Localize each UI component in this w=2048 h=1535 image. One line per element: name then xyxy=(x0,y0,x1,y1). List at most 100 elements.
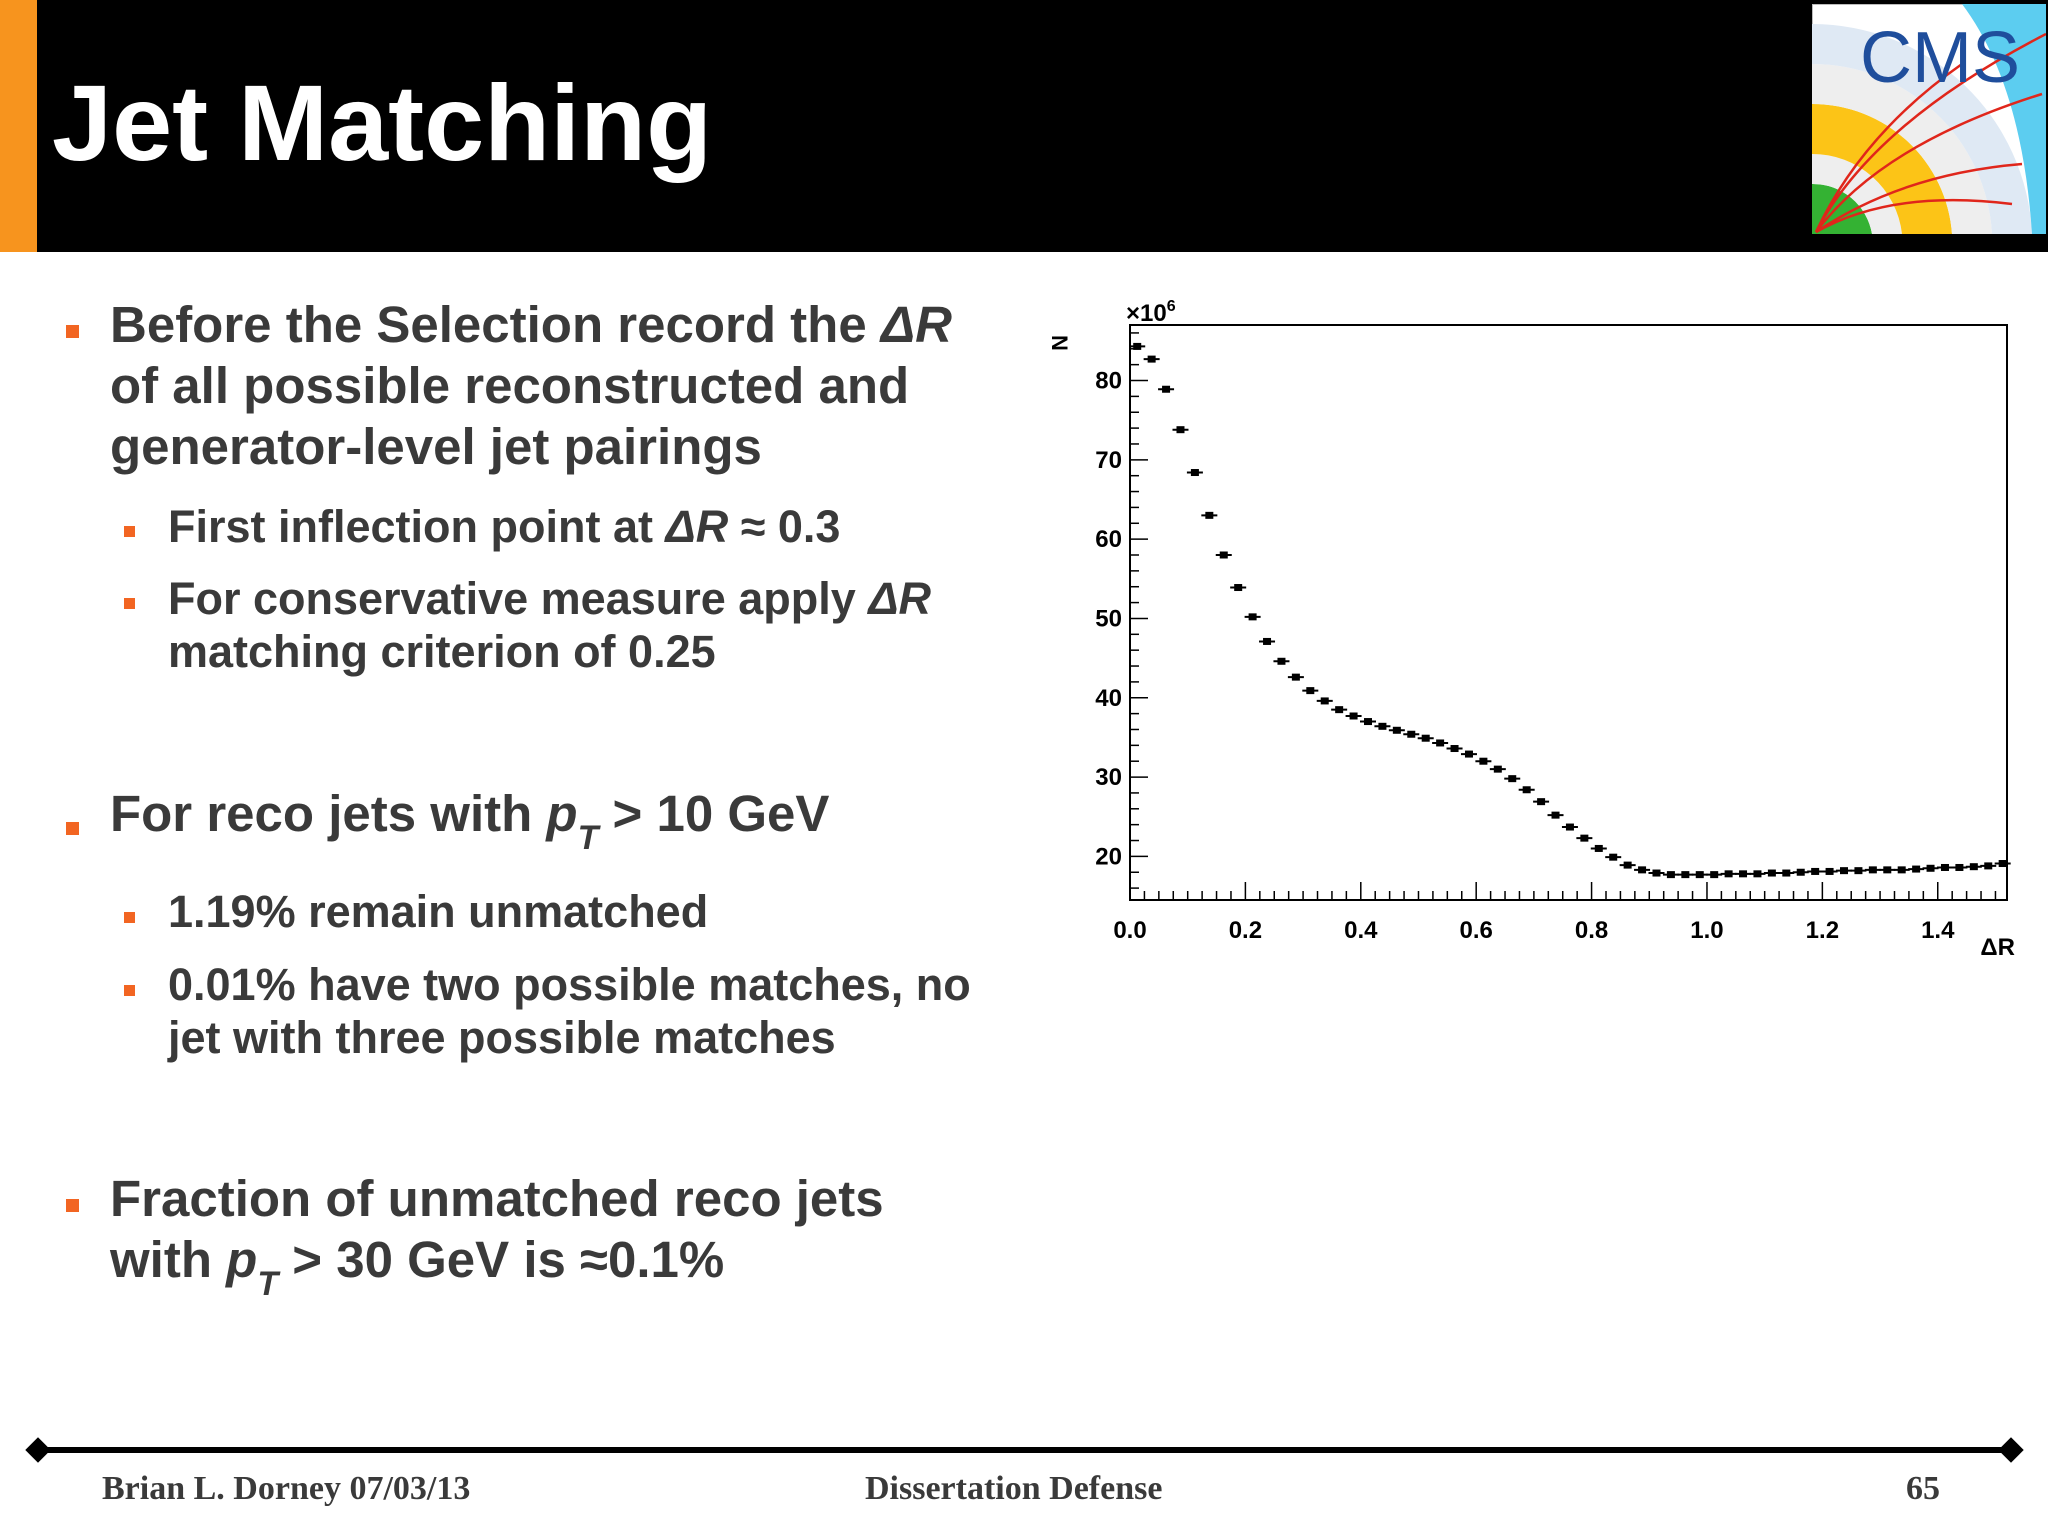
y-multiplier-base: ×10 xyxy=(1126,300,1167,327)
data-point xyxy=(1345,712,1362,720)
data-point-marker xyxy=(1984,862,1993,870)
data-point-marker xyxy=(1681,871,1690,879)
data-point-marker xyxy=(1926,864,1935,872)
data-point-marker xyxy=(1493,765,1502,773)
data-point xyxy=(1908,865,1925,873)
bullet-3-text: with xyxy=(110,1231,227,1288)
data-point-marker xyxy=(1537,798,1546,806)
data-point-marker xyxy=(1940,863,1949,871)
data-point-marker xyxy=(1854,867,1863,875)
bullet-marker xyxy=(66,325,79,338)
data-point-marker xyxy=(1565,823,1574,831)
bullet-3-line-1: Fraction of unmatched reco jets xyxy=(110,1170,884,1227)
sub-bullet-4-line-1: 0.01% have two possible matches, no xyxy=(168,959,971,1010)
data-point xyxy=(1720,870,1737,878)
data-point xyxy=(1893,866,1910,874)
data-point xyxy=(1360,718,1377,726)
bullet-1-line-2: of all possible reconstructed and xyxy=(110,357,910,414)
data-point-marker xyxy=(1147,355,1156,363)
data-point xyxy=(1504,775,1521,783)
bullet-3-value: > 30 GeV is ≈0.1% xyxy=(278,1231,725,1288)
data-point-marker xyxy=(1364,718,1373,726)
slide-header xyxy=(0,0,2048,252)
bullet-marker xyxy=(66,822,79,835)
data-point-marker xyxy=(1508,775,1517,783)
data-point-marker xyxy=(1767,869,1776,877)
data-point xyxy=(1749,870,1766,878)
data-point-marker xyxy=(1436,739,1445,747)
data-point-marker xyxy=(1955,863,1964,871)
data-point xyxy=(1778,869,1795,877)
data-point xyxy=(1446,745,1463,753)
data-point-marker xyxy=(1421,734,1430,742)
data-point xyxy=(1331,706,1348,714)
sub-bullet-1-text: First inflection point at xyxy=(168,501,666,552)
data-point-marker xyxy=(1205,511,1214,519)
data-point xyxy=(1792,868,1809,876)
y-tick-label: 70 xyxy=(1095,447,1122,474)
data-point-marker xyxy=(1897,866,1906,874)
data-point-marker xyxy=(1868,866,1877,874)
data-point xyxy=(1432,739,1449,747)
data-point xyxy=(1706,871,1723,879)
data-point xyxy=(1994,860,2011,868)
data-point xyxy=(1735,870,1752,878)
data-point xyxy=(1590,844,1607,852)
data-point-marker xyxy=(1739,870,1748,878)
y-tick-label: 40 xyxy=(1095,685,1122,712)
data-point-marker xyxy=(1912,865,1921,873)
data-point-marker xyxy=(1840,867,1849,875)
data-point-marker xyxy=(1407,730,1416,738)
y-tick-label: 60 xyxy=(1095,526,1122,553)
data-point-marker xyxy=(1998,860,2007,868)
pt-subscript: T xyxy=(257,1265,279,1303)
data-point xyxy=(1619,861,1636,869)
y-axis-label: N xyxy=(1047,335,1072,351)
data-point xyxy=(1547,811,1564,819)
data-point xyxy=(1230,584,1247,592)
bullet-3-line-2: with pT > 30 GeV is ≈0.1% xyxy=(110,1229,724,1315)
data-point xyxy=(1677,871,1694,879)
data-point-marker xyxy=(1349,712,1358,720)
x-tick-label: 1.0 xyxy=(1690,917,1723,944)
data-point xyxy=(1662,871,1679,879)
x-tick-label: 0.6 xyxy=(1459,917,1492,944)
y-multiplier-exponent: 6 xyxy=(1167,298,1176,315)
data-point-marker xyxy=(1883,866,1892,874)
data-point-marker xyxy=(1551,811,1560,819)
data-point-marker xyxy=(1176,426,1185,434)
data-point-marker xyxy=(1753,870,1762,878)
data-point xyxy=(1518,786,1535,794)
data-point xyxy=(1648,869,1665,877)
data-point xyxy=(1951,863,1968,871)
data-point-marker xyxy=(1638,866,1647,874)
data-point xyxy=(1634,866,1651,874)
sub-bullet-1-value: ≈ 0.3 xyxy=(728,501,841,552)
data-point-marker xyxy=(1378,722,1387,730)
x-axis-label: ΔR xyxy=(1980,934,2015,961)
data-point-marker xyxy=(1825,867,1834,875)
data-point xyxy=(1821,867,1838,875)
data-point xyxy=(1374,722,1391,730)
data-point xyxy=(1475,757,1492,765)
data-point-marker xyxy=(1652,869,1661,877)
cms-logo: CMS xyxy=(1812,4,2046,234)
header-accent-bar xyxy=(0,0,37,252)
footer-event: Dissertation Defense xyxy=(865,1470,1163,1507)
data-point xyxy=(1980,862,1997,870)
x-tick-label: 0.8 xyxy=(1575,917,1608,944)
data-point-marker xyxy=(1782,869,1791,877)
data-point xyxy=(1605,853,1622,861)
slide-title: Jet Matching xyxy=(52,62,713,183)
pt-subscript: T xyxy=(577,819,599,857)
data-point xyxy=(1143,355,1160,363)
data-point xyxy=(1836,867,1853,875)
data-point xyxy=(1864,866,1881,874)
data-point-marker xyxy=(1522,786,1531,794)
footer-diamond-right xyxy=(1998,1437,2024,1463)
data-point-marker xyxy=(1133,342,1142,350)
data-point-marker xyxy=(1248,613,1257,621)
sub-bullet-1: First inflection point at ΔR ≈ 0.3 xyxy=(168,500,840,553)
data-point-marker xyxy=(1479,757,1488,765)
